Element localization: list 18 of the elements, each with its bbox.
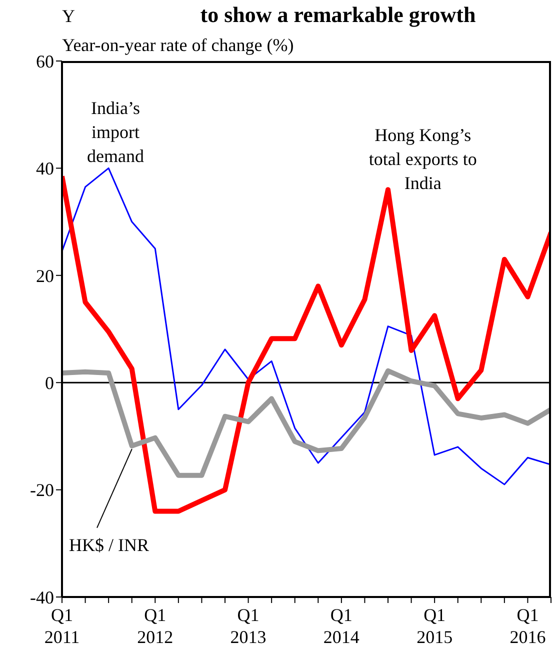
y-tick-label: 0: [45, 372, 54, 393]
x-tick-label: Q1 2016: [510, 605, 546, 647]
y-tick-label: 20: [36, 266, 54, 286]
text: Y: [62, 6, 75, 27]
series-label: Hong Kong’s total exports to India: [368, 124, 478, 195]
chart-title: to show a remarkable growth: [199, 2, 477, 28]
x-tick-label: Q1 2011: [44, 605, 80, 647]
y-tick-label: 60: [36, 51, 54, 72]
y-tick-label: 40: [36, 158, 54, 179]
x-tick-label: Q1 2015: [416, 605, 453, 647]
x-tick-label: Q1 2013: [230, 605, 266, 647]
x-tick-label: Q1 2014: [323, 605, 360, 647]
series-label: India’s import demand: [86, 96, 146, 166]
y-tick-label: -40: [30, 587, 54, 608]
y-axis-title: Year-on-year rate of change (%): [62, 35, 294, 56]
y-tick-label: -20: [30, 480, 54, 500]
x-tick-label: Q1 2012: [137, 605, 174, 647]
text: HK$ / INR: [68, 534, 150, 557]
